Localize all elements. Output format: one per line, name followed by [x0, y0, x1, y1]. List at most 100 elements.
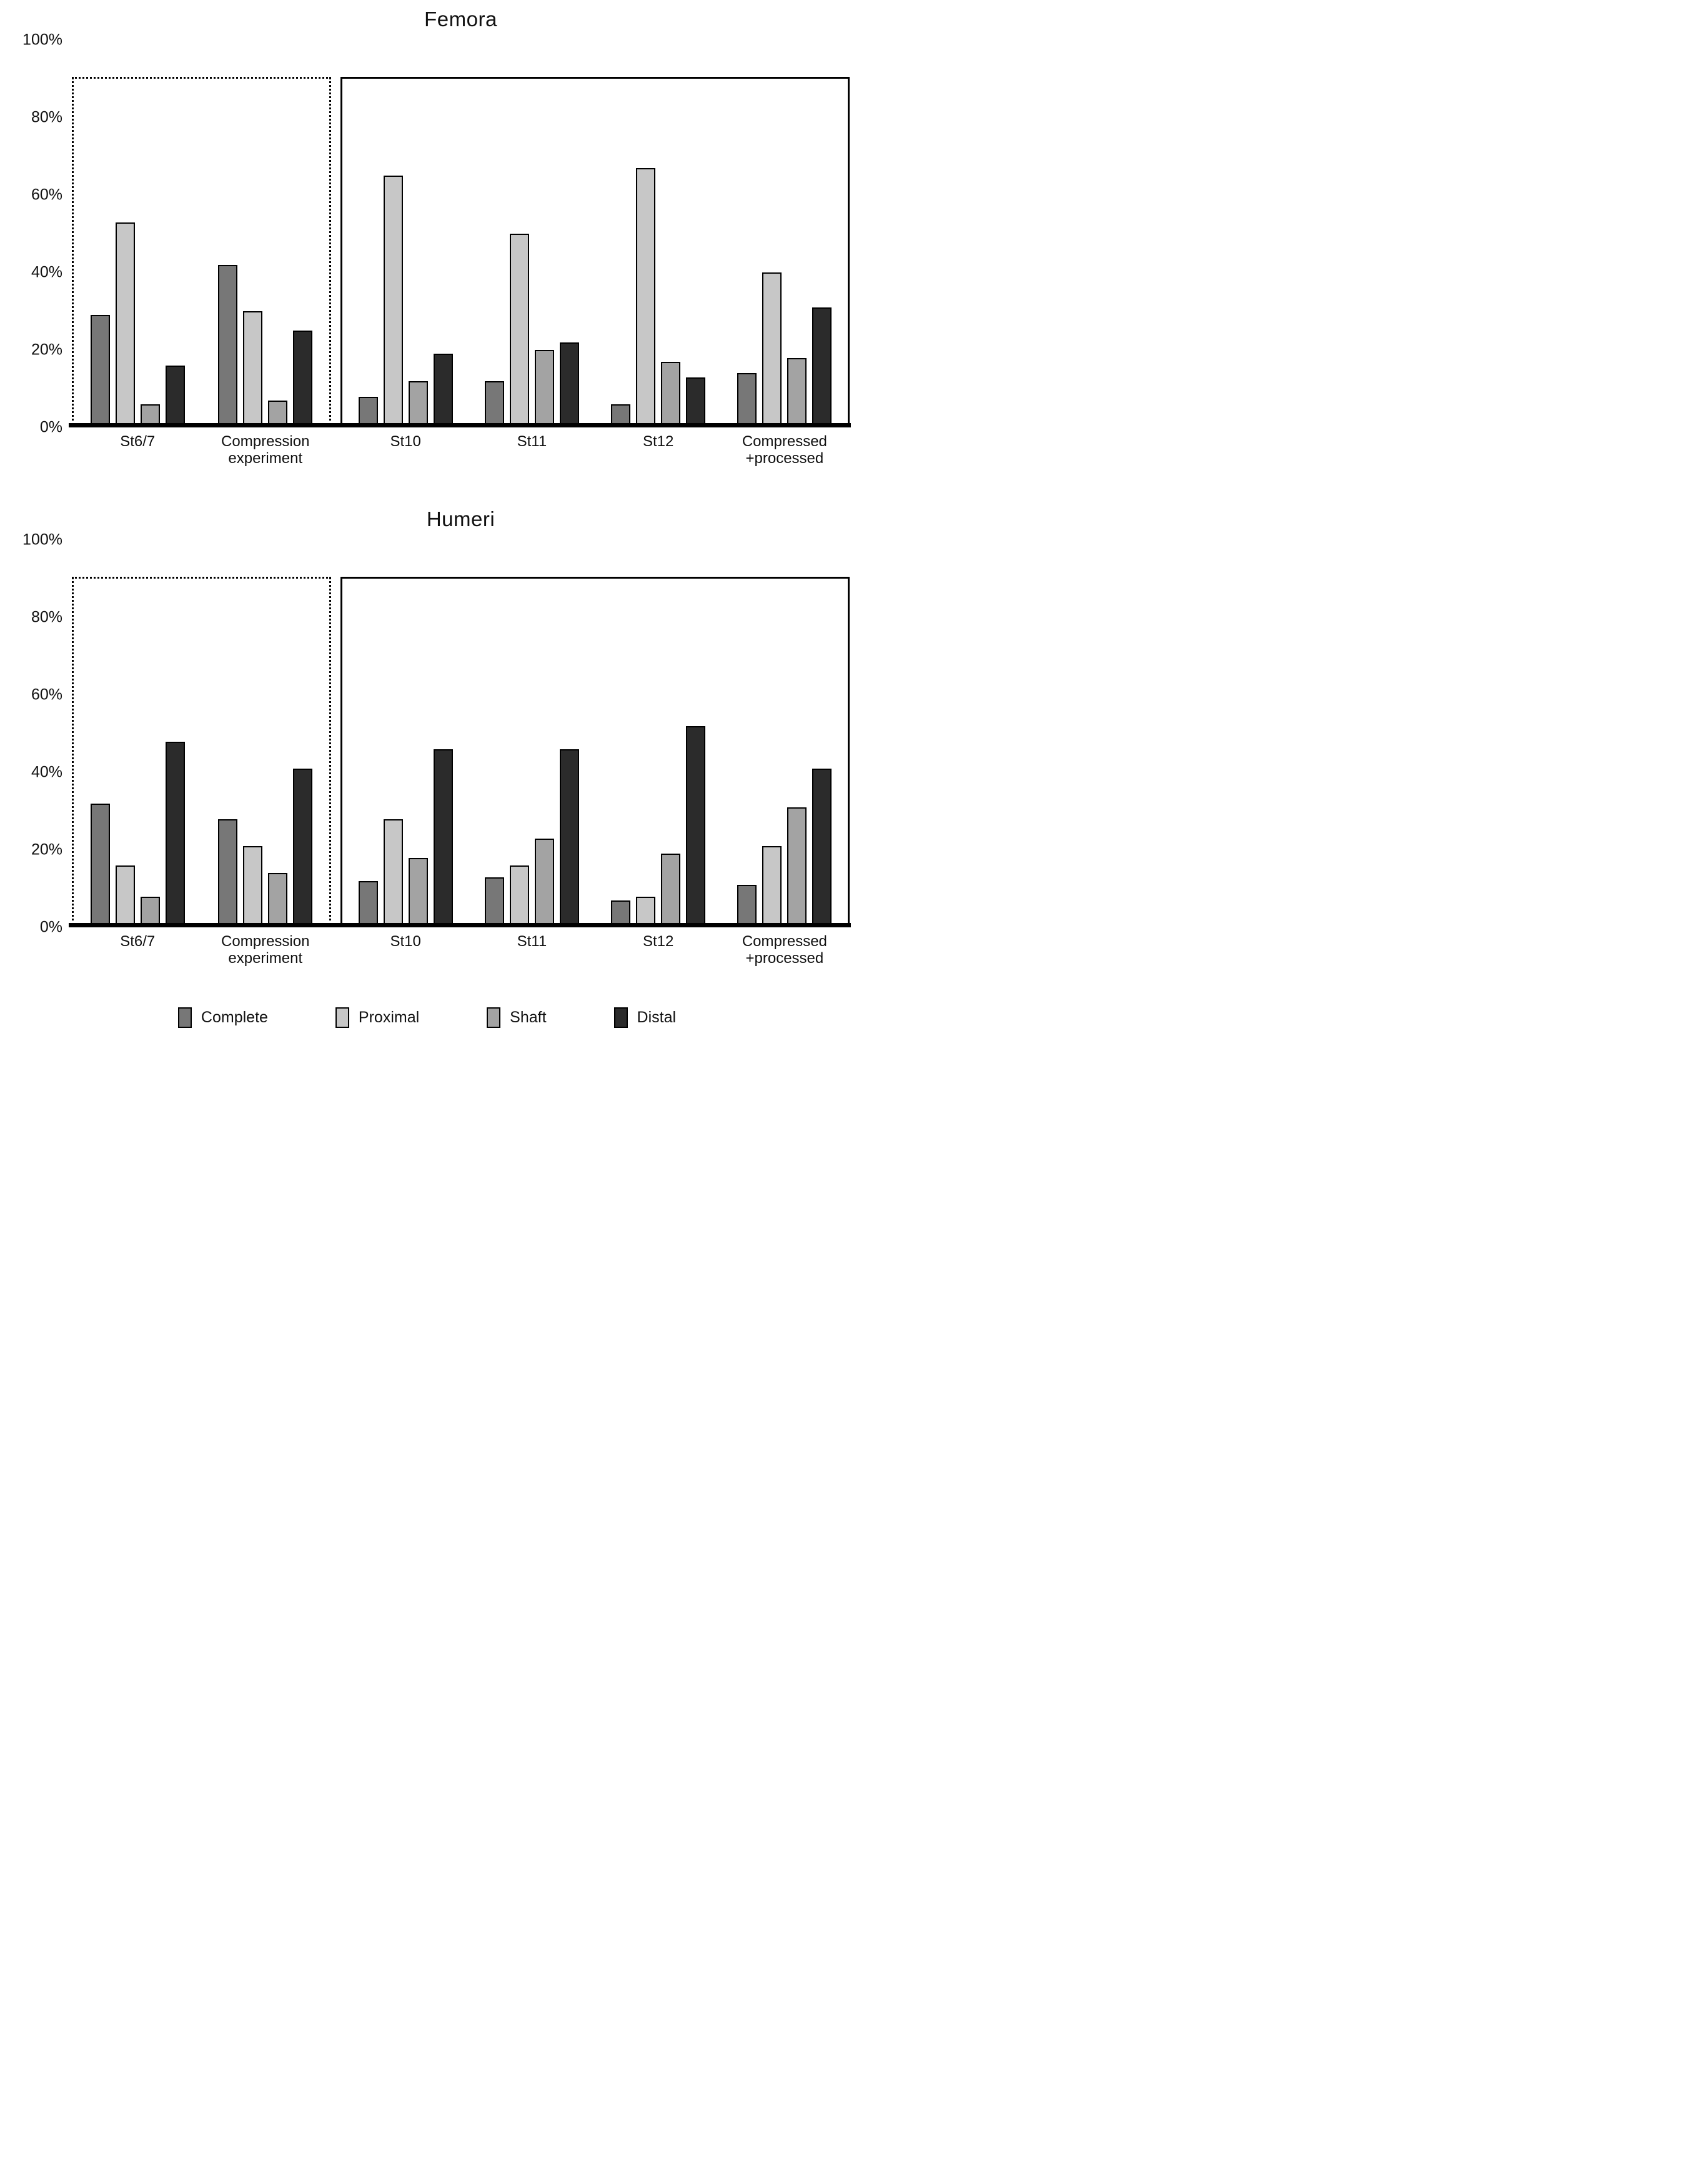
bar-group-humeri-compressed-processed: Compressed +processed: [737, 579, 832, 967]
bar-group-femora-st6-7: St6/7: [90, 79, 185, 450]
bar-humeri-st11-shaft: [534, 838, 554, 924]
bar-humeri-st12-distal: [686, 726, 706, 924]
chart-title-humeri: Humeri: [426, 507, 495, 531]
legend-label-shaft: Shaft: [510, 1009, 547, 1026]
bar-humeri-st6-7-shaft: [140, 896, 160, 924]
bar-group-femora-st10: St10: [358, 79, 453, 450]
bar-group-femora-st11: St11: [484, 79, 579, 450]
panel-solid-femora: St10 St11 St12 Compressed +processed: [340, 77, 850, 467]
bar-femora-compressed-processed-shaft: [787, 357, 807, 424]
bar-femora-compression-experiment-complete: [218, 264, 238, 424]
bar-femora-st10-proximal: [383, 176, 403, 424]
category-label-femora-st6-7: St6/7: [120, 433, 156, 450]
y-tick-femora-0: 0%: [39, 418, 62, 436]
bar-femora-compression-experiment-shaft: [268, 400, 288, 424]
y-tick-humeri-80: 80%: [31, 608, 62, 626]
bar-humeri-st11-proximal: [509, 865, 529, 924]
chart-area-humeri: 100% 80% 60% 40% 20% 0% St6/7 Compression experi…: [0, 531, 854, 967]
bar-femora-st6-7-proximal: [115, 222, 135, 424]
bar-femora-st6-7-distal: [165, 366, 185, 424]
bar-humeri-st10-distal: [433, 749, 453, 924]
bar-femora-compressed-processed-proximal: [762, 272, 782, 424]
bar-humeri-compression-experiment-distal: [293, 769, 313, 924]
bar-femora-st10-complete: [358, 396, 378, 424]
bar-humeri-st6-7-proximal: [115, 865, 135, 924]
bar-femora-st12-shaft: [661, 361, 681, 424]
bar-humeri-st6-7-distal: [165, 741, 185, 924]
legend-item-complete: Complete: [177, 1007, 268, 1028]
category-label-femora-compressed-processed: Compressed +processed: [742, 433, 827, 467]
bar-femora-st12-proximal: [636, 167, 656, 424]
y-tick-femora-20: 20%: [31, 341, 62, 359]
bar-femora-compression-experiment-proximal: [243, 311, 263, 424]
bar-femora-st10-distal: [433, 354, 453, 424]
category-label-humeri-st10: St10: [390, 933, 421, 950]
legend: Complete Proximal Shaft Distal: [0, 1007, 854, 1028]
bar-femora-compression-experiment-distal: [293, 331, 313, 424]
bar-humeri-st12-proximal: [636, 896, 656, 924]
bar-group-femora-compressed-processed: Compressed +processed: [737, 79, 832, 467]
legend-label-distal: Distal: [637, 1009, 677, 1026]
chart-area-femora: 100% 80% 60% 40% 20% 0% St6/7 Compression experi…: [0, 31, 854, 467]
legend-swatch-proximal: [335, 1007, 349, 1028]
y-tick-femora-100: 100%: [22, 31, 62, 49]
plot-femora: St6/7 Compression experiment St10 St11 St12 Co…: [69, 40, 851, 467]
legend-item-shaft: Shaft: [487, 1007, 547, 1028]
legend-item-proximal: Proximal: [335, 1007, 419, 1028]
bar-humeri-compression-experiment-proximal: [243, 846, 263, 924]
legend-label-complete: Complete: [201, 1009, 268, 1026]
y-tick-humeri-20: 20%: [31, 840, 62, 859]
bar-humeri-compressed-processed-proximal: [762, 846, 782, 924]
category-label-humeri-st11: St11: [517, 933, 547, 950]
panel-solid-humeri: St10 St11 St12 Compressed +processed: [340, 577, 850, 967]
y-tick-humeri-0: 0%: [39, 918, 62, 936]
bar-femora-st11-complete: [484, 381, 504, 424]
category-label-femora-st12: St12: [642, 433, 674, 450]
bar-femora-st11-distal: [559, 342, 579, 424]
bar-group-humeri-st11: St11: [484, 579, 579, 950]
y-tick-femora-60: 60%: [31, 186, 62, 204]
bar-humeri-compressed-processed-complete: [737, 885, 757, 924]
bar-humeri-st10-shaft: [408, 857, 428, 924]
bar-femora-st12-complete: [611, 404, 631, 424]
bar-femora-st11-proximal: [509, 234, 529, 424]
bar-humeri-compressed-processed-distal: [812, 769, 832, 924]
legend-item-distal: Distal: [613, 1007, 677, 1028]
category-label-femora-compression-experiment: Compression experiment: [221, 433, 310, 467]
chart-humeri: Humeri 100% 80% 60% 40% 20% 0% St6/7 Compressio…: [0, 507, 854, 967]
bar-femora-compressed-processed-complete: [737, 373, 757, 424]
bar-humeri-compression-experiment-shaft: [268, 873, 288, 924]
legend-swatch-complete: [177, 1007, 192, 1028]
bar-humeri-st10-proximal: [383, 819, 403, 924]
bar-humeri-compressed-processed-shaft: [787, 807, 807, 924]
y-tick-femora-40: 40%: [31, 263, 62, 281]
bar-femora-compressed-processed-distal: [812, 307, 832, 424]
category-label-femora-st11: St11: [517, 433, 547, 450]
legend-swatch-distal: [613, 1007, 628, 1028]
bar-group-femora-st12: St12: [611, 79, 706, 450]
bar-femora-st11-shaft: [534, 350, 554, 424]
bar-humeri-st11-complete: [484, 877, 504, 924]
category-label-humeri-compressed-processed: Compressed +processed: [742, 933, 827, 967]
bar-group-femora-compression-experiment: Compression experiment: [218, 79, 313, 467]
bar-group-humeri-st6-7: St6/7: [90, 579, 185, 950]
chart-femora: Femora 100% 80% 60% 40% 20% 0% St6/7 Compressio…: [0, 7, 854, 467]
bar-humeri-st11-distal: [559, 749, 579, 924]
bar-femora-st6-7-shaft: [140, 404, 160, 424]
category-label-humeri-st6-7: St6/7: [120, 933, 156, 950]
category-label-humeri-st12: St12: [642, 933, 674, 950]
category-label-humeri-compression-experiment: Compression experiment: [221, 933, 310, 967]
y-tick-humeri-60: 60%: [31, 686, 62, 704]
x-axis-baseline-femora: [69, 423, 851, 427]
bar-femora-st6-7-complete: [90, 315, 110, 424]
bar-humeri-st12-complete: [611, 900, 631, 924]
y-tick-humeri-100: 100%: [22, 531, 62, 549]
bar-humeri-st12-shaft: [661, 854, 681, 924]
y-tick-humeri-40: 40%: [31, 763, 62, 781]
y-tick-femora-80: 80%: [31, 108, 62, 126]
bar-group-humeri-st10: St10: [358, 579, 453, 950]
legend-swatch-shaft: [487, 1007, 501, 1028]
bar-femora-st12-distal: [686, 377, 706, 424]
panel-dotted-femora: St6/7 Compression experiment: [72, 77, 331, 467]
x-axis-baseline-humeri: [69, 923, 851, 927]
